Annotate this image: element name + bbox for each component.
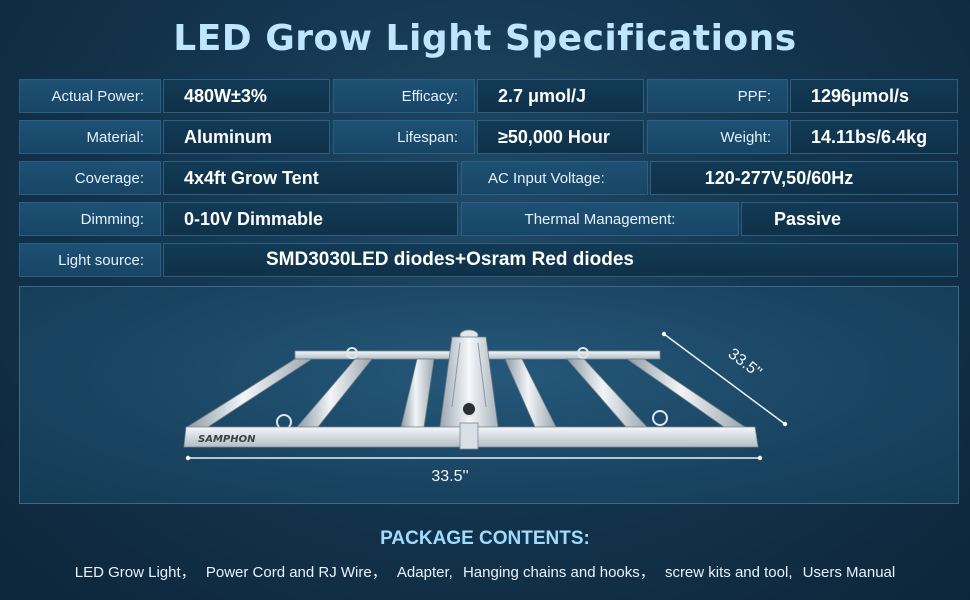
coverage-label: Coverage: <box>19 161 161 195</box>
driver-housing <box>439 329 499 428</box>
package-contents-list: LED Grow Light， Power Cord and RJ Wire， … <box>0 561 970 582</box>
page-title: LED Grow Light Specifications <box>173 18 797 59</box>
package-item: Users Manual <box>802 564 896 581</box>
actual-power-label: Actual Power: <box>19 79 161 113</box>
material-label: Material: <box>19 120 161 154</box>
weight-value: 14.11bs/6.4kg <box>790 120 958 154</box>
package-item: Power Cord and RJ Wire， <box>205 564 387 581</box>
light-source-value-main: SMD3030 <box>266 249 351 270</box>
depth-dimension-label: 33.5'' <box>725 345 765 381</box>
efficacy-label: Efficacy: <box>333 79 475 113</box>
width-dimension-label: 33.5'' <box>431 468 468 485</box>
package-item: Adapter, <box>396 564 453 581</box>
light-source-value-rest: LED diodes+Osram Red diodes <box>350 249 635 270</box>
thermal-value: Passive <box>741 202 958 236</box>
ppf-value: 1296μmol/s <box>790 79 958 113</box>
led-light-bars <box>185 358 747 428</box>
product-diagram-panel: SAMPHON 33.5'' 33.5'' <box>19 286 959 504</box>
actual-power-value: 480W±3% <box>163 79 330 113</box>
package-contents-title: PACKAGE CONTENTS: <box>380 528 590 549</box>
package-item: LED Grow Light， <box>74 564 196 581</box>
light-source-value: SMD3030 LED diodes+Osram Red diodes <box>163 243 958 277</box>
brand-logo: SAMPHON <box>198 434 256 445</box>
front-rail <box>183 422 759 450</box>
width-dimension <box>185 455 763 461</box>
lifespan-value: ≥50,000 Hour <box>477 120 644 154</box>
weight-label: Weight: <box>647 120 788 154</box>
material-value: Aluminum <box>163 120 330 154</box>
coverage-value: 4x4ft Grow Tent <box>163 161 458 195</box>
package-item: Hanging chains and hooks， <box>462 564 655 581</box>
ac-input-value: 120-277V,50/60Hz <box>650 161 958 195</box>
depth-dimension <box>661 331 788 427</box>
thermal-label: Thermal Management: <box>461 202 739 236</box>
lifespan-label: Lifespan: <box>333 120 475 154</box>
dimming-label: Dimming: <box>19 202 161 236</box>
package-item: screw kits and tool, <box>664 564 793 581</box>
dimming-value: 0-10V Dimmable <box>163 202 458 236</box>
grow-light-illustration: SAMPHON 33.5'' 33.5'' <box>183 329 788 485</box>
ppf-label: PPF: <box>647 79 788 113</box>
efficacy-value: 2.7 μmol/J <box>477 79 644 113</box>
ac-input-label: AC Input Voltage: <box>461 161 648 195</box>
light-source-label: Light source: <box>19 243 161 277</box>
